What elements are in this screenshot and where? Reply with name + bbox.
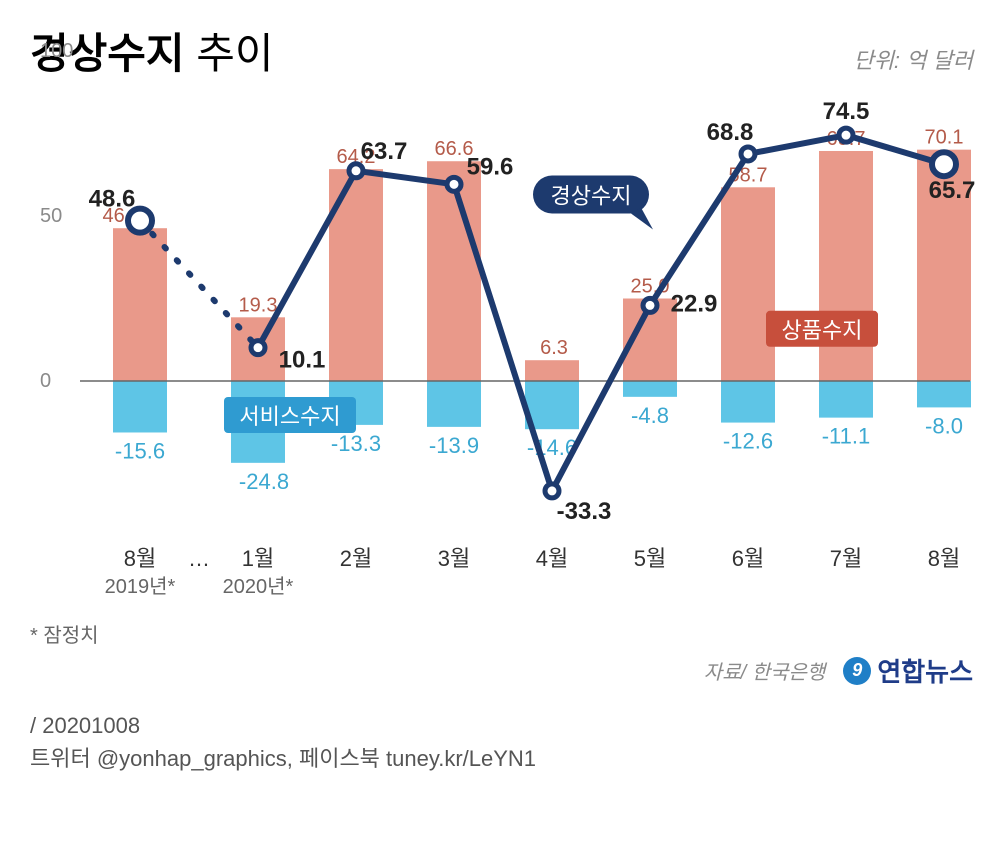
x-month-label: 3월 — [438, 546, 470, 571]
services-bar — [427, 381, 481, 427]
goods-value-label: 19.3 — [239, 294, 278, 316]
services-value-label: -15.6 — [115, 438, 165, 463]
chart-area: 050100…46.3-15.619.3-24.864.2-13.366.6-1… — [30, 91, 970, 611]
goods-bar — [427, 161, 481, 381]
legend-current-text: 경상수지 — [551, 184, 632, 209]
svg-text:100: 100 — [40, 40, 73, 62]
current-value-label: 74.5 — [823, 98, 870, 125]
services-bar — [917, 381, 971, 407]
current-value-label: 48.6 — [89, 186, 136, 213]
footnote: * 잠정치 — [30, 619, 973, 648]
svg-text:50: 50 — [40, 205, 62, 227]
title-rest: 추이 — [185, 30, 274, 77]
services-value-label: -8.0 — [925, 413, 963, 438]
current-value-label: 59.6 — [467, 153, 514, 180]
current-value-label: 22.9 — [671, 290, 718, 317]
current-value-label: 65.7 — [929, 177, 976, 204]
current-value-label: 68.8 — [707, 119, 754, 146]
x-month-label: 1월 — [242, 546, 274, 571]
services-bar — [623, 381, 677, 397]
x-month-label: 8월 — [928, 546, 960, 571]
current-marker — [251, 341, 265, 355]
goods-bar — [113, 228, 167, 381]
credit-date: / 20201008 — [30, 709, 973, 742]
x-month-label: 8월 — [124, 546, 156, 571]
source-label: 자료/ 한국은행 — [704, 656, 826, 685]
brand: 9 연합뉴스 — [843, 652, 973, 689]
x-month-label: 2월 — [340, 546, 372, 571]
current-value-label: 10.1 — [279, 347, 326, 374]
current-value-label: 63.7 — [361, 138, 408, 165]
credits: / 20201008 트위터 @yonhap_graphics, 페이스북 tu… — [30, 709, 973, 775]
goods-value-label: 6.3 — [540, 337, 568, 359]
services-value-label: -11.1 — [822, 424, 871, 449]
services-value-label: -12.6 — [723, 429, 773, 454]
x-month-label: 7월 — [830, 546, 862, 571]
services-bar — [721, 381, 775, 423]
brand-icon: 9 — [843, 657, 871, 685]
services-value-label: -13.3 — [331, 431, 381, 456]
chart-svg: 050100…46.3-15.619.3-24.864.2-13.366.6-1… — [30, 91, 970, 611]
x-month-label: 4월 — [536, 546, 568, 571]
current-marker — [447, 177, 461, 191]
current-marker — [643, 298, 657, 312]
current-marker — [545, 484, 559, 498]
current-marker — [932, 152, 956, 176]
unit-label: 단위: 억 달러 — [853, 43, 973, 75]
current-value-label: -33.3 — [557, 498, 612, 525]
x-month-label: 5월 — [634, 546, 666, 571]
goods-value-label: 70.1 — [925, 127, 964, 149]
x-month-label: 6월 — [732, 546, 764, 571]
credit-social: 트위터 @yonhap_graphics, 페이스북 tuney.kr/LeYN… — [30, 742, 973, 775]
services-value-label: -13.9 — [429, 433, 479, 458]
services-bar — [113, 381, 167, 432]
x-year-label: 2019년* — [105, 575, 176, 598]
goods-bar — [525, 360, 579, 381]
services-value-label: -24.8 — [239, 469, 289, 494]
services-bar — [819, 381, 873, 418]
brand-text: 연합뉴스 — [877, 652, 973, 689]
svg-text:0: 0 — [40, 370, 51, 392]
legend-goods-text: 상품수지 — [782, 318, 863, 343]
services-value-label: -4.8 — [631, 403, 669, 428]
legend-services-text: 서비스수지 — [239, 404, 340, 429]
x-year-label: 2020년* — [223, 575, 294, 598]
current-marker — [839, 128, 853, 142]
current-marker — [349, 164, 363, 178]
current-marker — [741, 147, 755, 161]
svg-text:…: … — [188, 546, 210, 571]
goods-bar — [721, 187, 775, 381]
